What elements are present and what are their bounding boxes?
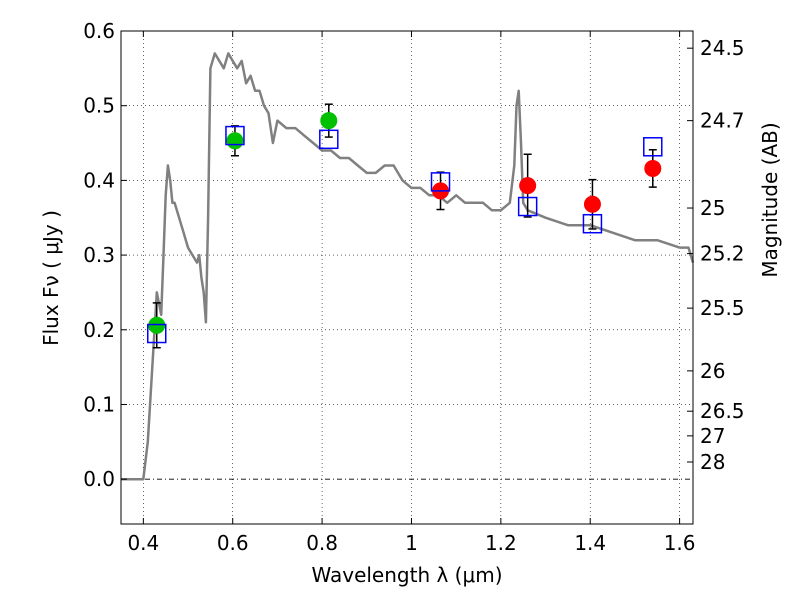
- data-point-square: [517, 196, 538, 217]
- y-tick-label: 0.2: [83, 318, 115, 342]
- data-point-circle: [320, 112, 338, 130]
- data-point-circle: [519, 177, 537, 195]
- y-tick-label: 0.1: [83, 392, 115, 416]
- y-tick-label: 0.5: [83, 94, 115, 118]
- x-tick-label: 1.4: [574, 531, 606, 555]
- y2-tick-label: 28: [700, 450, 725, 474]
- data-point-circle: [226, 132, 244, 150]
- data-point-square: [643, 137, 663, 157]
- model-spectrum: [121, 52, 695, 481]
- data-markers: [147, 103, 663, 349]
- x-tick-label: 0.8: [306, 531, 338, 555]
- data-point-square: [225, 125, 245, 146]
- y2-tick-label: 25.5: [700, 296, 745, 320]
- y-axis-label: Flux Fν ( μJy ): [39, 210, 63, 346]
- x-tick-label: 1.2: [485, 531, 517, 555]
- data-point-circle: [148, 316, 166, 334]
- y2-tick-label: 24.7: [700, 109, 745, 133]
- data-point-square: [147, 323, 167, 344]
- y2-tick-label: 26.5: [700, 399, 745, 423]
- y2-tick-label: 27: [700, 424, 725, 448]
- y2-tick-label: 24.5: [700, 36, 745, 60]
- x-axis: 0.4 0.6 0.8 1 1.2 1.4 1.6: [127, 31, 696, 555]
- y2-tick-label: 26: [700, 359, 725, 383]
- y2-tick-label: 25: [700, 196, 725, 220]
- y-axis: 0.0 0.1 0.2 0.3 0.4 0.5 0.6: [83, 19, 127, 491]
- x-axis-label: Wavelength λ (μm): [311, 563, 502, 587]
- plot-frame: [120, 30, 694, 525]
- y-tick-label: 0.3: [83, 243, 115, 267]
- data-point-circle: [583, 195, 601, 213]
- y-tick-label: 0.6: [83, 19, 115, 43]
- x-tick-label: 1: [405, 531, 418, 555]
- x-tick-label: 1.6: [664, 531, 696, 555]
- y2-tick-label: 25.2: [700, 242, 745, 266]
- x-tick-label: 0.4: [127, 531, 159, 555]
- model-spectrum-line: [121, 52, 695, 481]
- y-tick-label: 0.4: [83, 168, 115, 192]
- x-tick-label: 0.6: [217, 531, 249, 555]
- plot-background: [121, 31, 693, 524]
- data-point-square: [430, 172, 451, 192]
- data-point-circle: [644, 159, 662, 177]
- y-tick-label: 0.0: [83, 467, 115, 491]
- data-point-square: [582, 213, 603, 234]
- y2-axis-label: Magnitude (AB): [758, 122, 782, 277]
- data-point-square: [319, 129, 339, 150]
